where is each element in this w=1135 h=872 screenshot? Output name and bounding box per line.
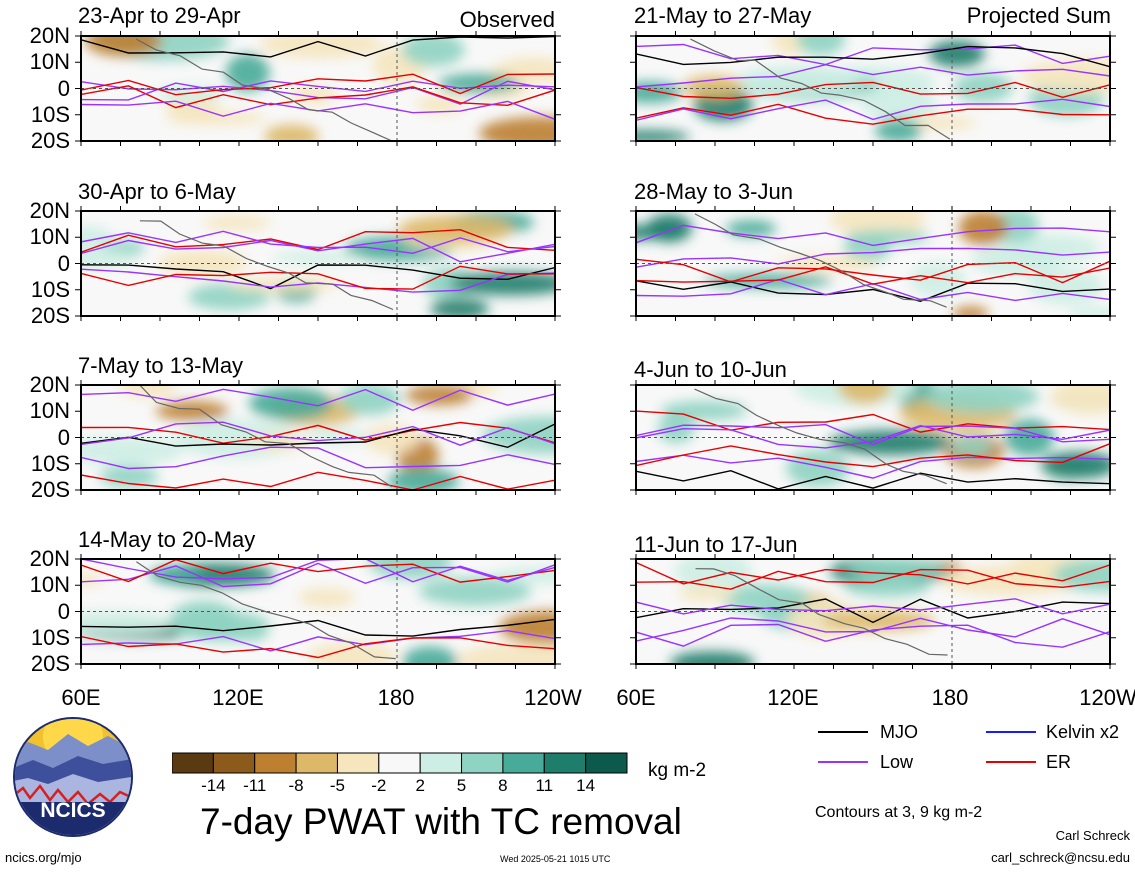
lon-label-60e-right: 60E — [616, 685, 656, 710]
lon-label-60e: 60E — [61, 685, 101, 710]
lon-label-180: 180 — [377, 685, 415, 710]
colorbar-swatch — [585, 752, 628, 774]
legend-er-label: ER — [1046, 752, 1072, 772]
lat-label: 10S — [30, 101, 70, 127]
map-panel-3 — [75, 206, 561, 321]
lat-label: 20S — [30, 477, 70, 502]
panel-8-title: 11-Jun to 17-Jun — [634, 532, 798, 557]
contour-legend — [818, 731, 1036, 763]
colorbar-swatch — [295, 752, 338, 774]
colorbar-tick: 8 — [498, 776, 508, 795]
colorbar — [172, 752, 628, 774]
colorbar-swatch — [502, 752, 545, 774]
lat-label: 10S — [30, 450, 70, 476]
lat-label: 20S — [30, 128, 70, 153]
lat-label: 20N — [29, 372, 70, 397]
legend-kelvin-label: Kelvin x2 — [1046, 722, 1120, 742]
colorbar-units: kg m-2 — [648, 760, 707, 781]
map-panel-2 — [630, 31, 1116, 146]
panel-6-title: 4-Jun to 10-Jun — [634, 357, 787, 382]
lon-label-120w: 120W — [524, 685, 582, 710]
map-panel-1 — [75, 31, 561, 146]
colorbar-tick: 2 — [415, 776, 425, 795]
timestamp: Wed 2025-05-21 1015 UTC — [500, 854, 611, 864]
colorbar-swatch — [336, 752, 380, 774]
lat-label: 10N — [29, 572, 70, 598]
lat-label: 10S — [30, 276, 70, 302]
colorbar-tick: -2 — [371, 776, 387, 795]
panel-2-tag: Projected Sum — [966, 3, 1111, 28]
map-panel-4 — [630, 206, 1116, 321]
lat-label: 0 — [57, 598, 70, 624]
lat-label: 20S — [30, 651, 70, 676]
map-panel-8 — [630, 554, 1116, 669]
colorbar-swatch — [543, 752, 587, 774]
lat-label: 10S — [30, 624, 70, 650]
map-panel-7 — [75, 554, 561, 669]
lat-label: 0 — [57, 250, 70, 276]
lat-label: 0 — [57, 424, 70, 450]
lat-label: 20N — [29, 23, 70, 48]
lat-label: 10N — [29, 49, 70, 75]
colorbar-tick: -8 — [288, 776, 304, 795]
map-panel-5 — [75, 380, 561, 495]
author-email: carl_schreck@ncsu.edu — [991, 850, 1130, 865]
colorbar-swatch — [461, 752, 504, 774]
lat-label: 20N — [29, 198, 70, 223]
legend-low-label: Low — [880, 752, 914, 772]
panel-5-title: 7-May to 13-May — [78, 353, 244, 378]
lat-label: 20N — [29, 546, 70, 571]
lat-label: 20S — [30, 303, 70, 328]
figure-title: 7-day PWAT with TC removal — [200, 801, 682, 842]
logo-text: NCICS — [40, 799, 105, 822]
colorbar-swatch — [378, 752, 421, 774]
contour-note: Contours at 3, 9 kg m-2 — [815, 804, 983, 821]
panel-1-tag: Observed — [459, 7, 555, 32]
colorbar-swatch — [212, 752, 256, 774]
website-url: ncics.org/mjo — [5, 850, 82, 865]
colorbar-swatch — [172, 752, 214, 774]
lon-label-120e: 120E — [212, 685, 264, 710]
colorbar-tick: 14 — [576, 776, 596, 795]
panel-7-title: 14-May to 20-May — [78, 527, 256, 552]
colorbar-tick: 5 — [456, 776, 467, 795]
lon-label-180-right: 180 — [931, 685, 969, 710]
panel-1-title: 23-Apr to 29-Apr — [78, 3, 241, 28]
colorbar-tick: 11 — [535, 776, 554, 795]
ncics-logo: NCICS — [13, 717, 133, 837]
lat-label: 10N — [29, 224, 70, 250]
map-panel-6 — [630, 380, 1116, 495]
lat-label: 0 — [57, 75, 70, 101]
panel-3-title: 30-Apr to 6-May — [78, 179, 236, 204]
colorbar-swatch — [419, 752, 463, 774]
panel-4-title: 28-May to 3-Jun — [634, 179, 793, 204]
legend-mjo-label: MJO — [880, 722, 918, 742]
lat-label: 10N — [29, 398, 70, 424]
lon-label-120e-right: 120E — [767, 685, 819, 710]
colorbar-tick: -14 — [201, 776, 226, 795]
colorbar-swatch — [254, 752, 297, 774]
colorbar-tick: -5 — [329, 776, 346, 795]
panel-2-title: 21-May to 27-May — [634, 3, 812, 28]
colorbar-tick: -11 — [243, 776, 267, 795]
lon-label-120w-right: 120W — [1079, 685, 1135, 710]
author-name: Carl Schreck — [1055, 828, 1130, 843]
